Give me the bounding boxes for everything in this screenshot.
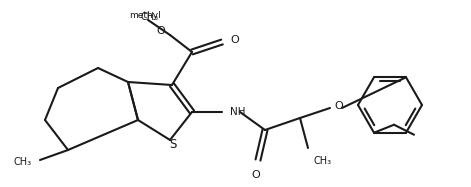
Text: O: O (252, 170, 260, 180)
Text: methyl: methyl (129, 10, 161, 19)
Text: CH₃: CH₃ (141, 12, 159, 22)
Text: CH₃: CH₃ (313, 156, 331, 166)
Text: S: S (169, 139, 177, 151)
Text: NH: NH (230, 107, 245, 117)
Text: O: O (334, 101, 343, 111)
Text: O: O (156, 26, 165, 36)
Text: CH₃: CH₃ (14, 157, 32, 167)
Text: O: O (230, 35, 239, 45)
